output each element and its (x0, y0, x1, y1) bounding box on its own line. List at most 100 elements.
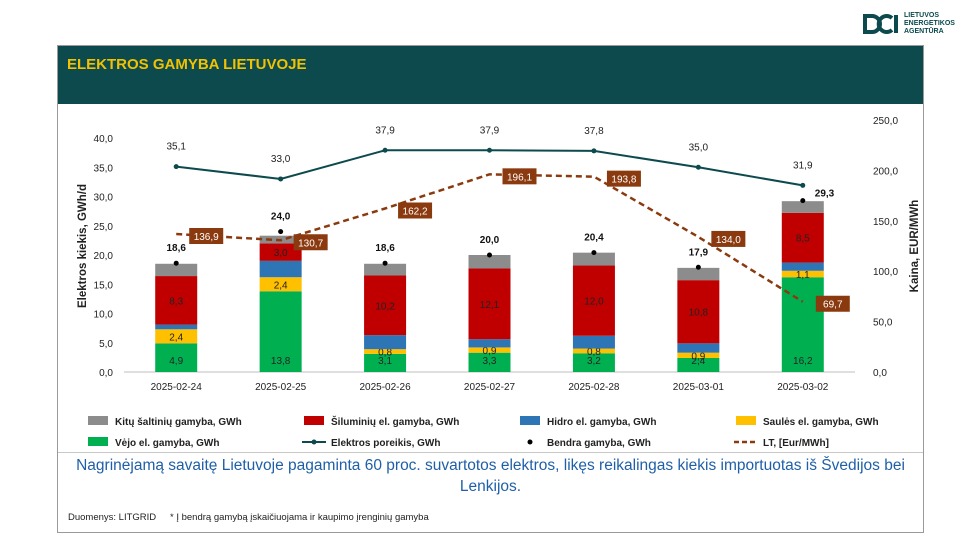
logo-line-2: ENERGETIKOS (904, 20, 955, 27)
demand-point (382, 147, 388, 153)
bar-label-vejo: 16,2 (793, 356, 813, 367)
total-label: 20,0 (480, 235, 500, 246)
y2-tick-label: 0,0 (873, 368, 887, 379)
bar-hidro (259, 260, 302, 278)
y2-tick-label: 50,0 (873, 318, 893, 329)
bar-siluminiu (155, 276, 198, 325)
logo: LIETUVOS ENERGETIKOS AGENTŪRA (862, 12, 955, 36)
bar-label-vejo: 2,4 (691, 356, 705, 367)
demand-label: 37,8 (584, 126, 604, 137)
demand-label: 37,9 (375, 125, 395, 136)
bar-label-vejo: 3,3 (483, 356, 497, 367)
bar-label-vejo: 4,9 (169, 356, 183, 367)
bar-label-siluminiu: 10,8 (689, 308, 709, 319)
y-tick-label: 35,0 (94, 163, 114, 174)
slide-frame (57, 45, 924, 533)
page-title: ELEKTROS GAMYBA LIETUVOJE (67, 56, 307, 73)
legend-label-demand: Elektros poreikis, GWh (331, 438, 440, 449)
y-tick-label: 0,0 (99, 368, 113, 379)
x-tick-label: 2025-02-27 (464, 382, 516, 393)
bar-hidro (677, 343, 720, 353)
legend-label-siluminiu: Šiluminių el. gamyba, GWh (331, 415, 459, 428)
demand-point (591, 148, 597, 154)
bar-hidro (155, 324, 198, 330)
bar-siluminiu (781, 212, 824, 263)
total-label: 20,4 (584, 233, 604, 244)
total-point (800, 198, 806, 204)
bar-label-saules: 0,8 (378, 348, 392, 359)
header-bar: ELEKTROS GAMYBA LIETUVOJE (58, 46, 923, 104)
logo-line-1: LIETUVOS (904, 12, 940, 19)
legend-swatch-kiti (88, 416, 108, 425)
demand-label: 35,1 (166, 142, 186, 153)
total-label: 17,9 (689, 247, 709, 258)
logo-mark-icon (863, 14, 898, 34)
price-label-box (293, 234, 328, 251)
legend-label-price: LT, [Eur/MWh] (763, 438, 829, 449)
bar-saules (155, 329, 198, 344)
footnote: * Į bendrą gamybą įskaičiuojama ir kaupi… (170, 512, 429, 523)
summary-text: Nagrinėjamą savaitę Lietuvoje pagaminta … (76, 457, 905, 495)
bar-siluminiu (677, 280, 720, 344)
bar-saules (259, 277, 302, 292)
total-point (487, 252, 492, 258)
price-label-box (711, 230, 746, 247)
divider (58, 452, 923, 453)
bar-saules (468, 347, 511, 353)
bar-label-saules: 2,4 (274, 280, 288, 291)
bar-saules (781, 270, 824, 278)
demand-label: 35,0 (689, 142, 709, 153)
total-point (173, 260, 179, 266)
bar-siluminiu (259, 243, 302, 261)
bar-kiti (364, 263, 407, 276)
y-tick-label: 10,0 (94, 310, 114, 321)
demand-label: 33,0 (271, 154, 291, 165)
total-point (591, 250, 597, 256)
demand-label: 31,9 (793, 160, 813, 171)
logo-text: LIETUVOS ENERGETIKOS AGENTŪRA (904, 12, 955, 36)
bar-vejo (259, 291, 302, 372)
bar-label-siluminiu: 8,3 (169, 296, 183, 307)
legend-swatch-demand-dot (311, 439, 317, 445)
price-line (176, 173, 804, 303)
bar-vejo (155, 343, 198, 372)
bar-kiti (677, 267, 720, 281)
bar-hidro (364, 335, 407, 350)
total-label: 18,6 (166, 243, 186, 254)
bar-siluminiu (364, 275, 407, 336)
price-label-box (189, 228, 224, 245)
legend-swatch-hidro (520, 416, 540, 425)
price-label: 162,2 (403, 207, 428, 218)
bar-vejo (468, 352, 511, 372)
y2-tick-label: 100,0 (873, 267, 898, 278)
bar-saules (677, 352, 720, 358)
legend-swatch-total (527, 439, 533, 445)
bar-label-saules: 0,9 (691, 351, 705, 362)
logo-line-3: AGENTŪRA (904, 28, 944, 35)
bar-label-saules: 0,8 (587, 347, 601, 358)
legend-swatch-saules (736, 416, 756, 425)
bar-label-siluminiu: 10,2 (375, 301, 395, 312)
demand-point (800, 182, 806, 188)
x-tick-label: 2025-02-26 (359, 382, 411, 393)
x-tick-label: 2025-02-28 (568, 382, 620, 393)
bar-hidro (781, 262, 824, 271)
bar-kiti (572, 252, 615, 266)
source-note: Duomenys: LITGRID (68, 512, 157, 523)
y-axis-title: Elektros kiekis, GWh/d (77, 184, 89, 308)
price-label-box (398, 202, 433, 219)
total-label: 24,0 (271, 212, 291, 223)
legend-label-total: Bendra gamyba, GWh (547, 438, 651, 449)
bar-label-siluminiu: 3,0 (274, 248, 288, 259)
price-label: 134,0 (716, 235, 741, 246)
price-label: 193,8 (611, 175, 636, 186)
price-label-box (815, 295, 850, 312)
bar-vejo (572, 353, 615, 372)
bar-label-saules: 2,4 (169, 332, 183, 343)
demand-label: 37,9 (480, 125, 500, 136)
legend-swatch-siluminiu (304, 416, 324, 425)
y2-tick-label: 150,0 (873, 217, 898, 228)
bar-siluminiu (572, 265, 615, 336)
bar-kiti (468, 255, 511, 269)
